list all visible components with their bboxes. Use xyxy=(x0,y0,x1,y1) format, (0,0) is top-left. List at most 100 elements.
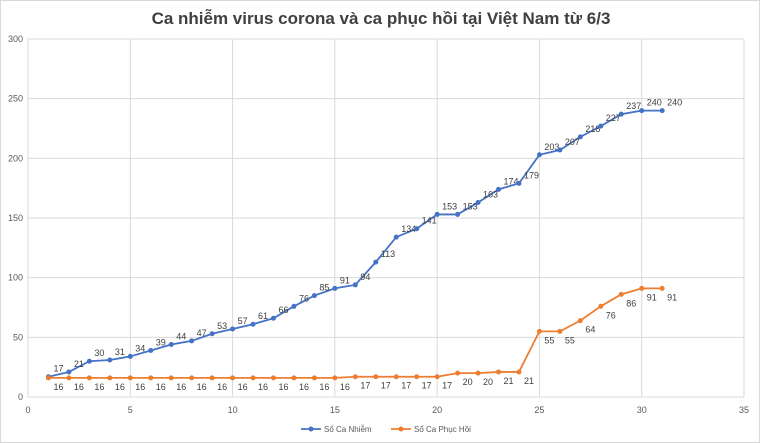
data-point xyxy=(168,375,174,381)
data-label: 47 xyxy=(197,328,207,338)
legend-marker xyxy=(308,426,314,432)
data-point xyxy=(516,369,522,375)
data-point xyxy=(332,375,338,381)
data-point xyxy=(393,234,399,240)
data-label: 17 xyxy=(53,364,63,374)
data-point xyxy=(270,375,276,381)
data-point xyxy=(639,285,645,291)
data-point xyxy=(434,211,440,217)
data-label: 91 xyxy=(340,275,350,285)
data-point xyxy=(311,293,317,299)
legend-marker xyxy=(398,426,404,432)
y-tick-label: 300 xyxy=(8,34,23,44)
data-label: 218 xyxy=(585,124,600,134)
data-point xyxy=(455,370,461,376)
data-point xyxy=(659,108,665,114)
data-label: 17 xyxy=(401,381,411,391)
data-point xyxy=(414,374,420,380)
data-point xyxy=(557,147,563,153)
data-label: 20 xyxy=(483,377,493,387)
data-label: 16 xyxy=(156,382,166,392)
data-point xyxy=(270,315,276,321)
data-point xyxy=(414,226,420,232)
x-tick-label: 15 xyxy=(330,405,340,415)
data-point xyxy=(536,328,542,334)
data-label: 94 xyxy=(360,272,370,282)
data-point xyxy=(86,375,92,381)
x-tick-label: 5 xyxy=(128,405,133,415)
data-label: 141 xyxy=(422,216,437,226)
data-label: 16 xyxy=(340,382,350,392)
x-tick-label: 0 xyxy=(25,405,30,415)
data-label: 17 xyxy=(360,381,370,391)
data-label: 113 xyxy=(381,249,395,259)
data-label: 16 xyxy=(176,382,186,392)
data-point xyxy=(373,259,379,265)
data-label: 53 xyxy=(217,321,227,331)
data-label: 134 xyxy=(401,224,416,234)
data-label: 16 xyxy=(53,382,63,392)
data-label: 237 xyxy=(626,101,641,111)
y-tick-label: 200 xyxy=(8,153,23,163)
data-point xyxy=(598,123,604,129)
y-tick-label: 250 xyxy=(8,94,23,104)
data-point xyxy=(291,303,297,309)
data-label: 16 xyxy=(299,382,309,392)
data-label: 16 xyxy=(135,382,145,392)
data-point xyxy=(352,282,358,288)
data-label: 163 xyxy=(483,189,498,199)
data-label: 174 xyxy=(504,176,519,186)
data-label: 16 xyxy=(217,382,227,392)
data-label: 16 xyxy=(238,382,248,392)
series-line xyxy=(48,287,663,379)
data-label: 16 xyxy=(319,382,329,392)
data-point xyxy=(127,353,133,359)
data-point xyxy=(230,375,236,381)
data-label: 91 xyxy=(647,292,657,302)
data-point xyxy=(598,303,604,309)
data-label: 16 xyxy=(278,382,288,392)
data-point xyxy=(618,291,624,297)
data-label: 16 xyxy=(197,382,207,392)
data-point xyxy=(373,374,379,380)
legend-label: Số Ca Phục Hồi xyxy=(414,425,471,434)
data-label: 153 xyxy=(463,201,478,211)
data-point xyxy=(475,370,481,376)
legend-label: Số Ca Nhiễm xyxy=(324,425,372,434)
data-point xyxy=(209,375,215,381)
x-tick-label: 10 xyxy=(228,405,238,415)
data-label: 207 xyxy=(565,137,580,147)
data-label: 16 xyxy=(94,382,104,392)
data-label: 240 xyxy=(667,98,682,108)
data-point xyxy=(475,199,481,205)
data-point xyxy=(434,374,440,380)
data-point xyxy=(168,341,174,347)
y-tick-label: 150 xyxy=(8,213,23,223)
data-point xyxy=(127,375,133,381)
data-point xyxy=(557,328,563,334)
data-point xyxy=(148,375,154,381)
y-tick-label: 50 xyxy=(13,332,23,342)
y-tick-label: 0 xyxy=(18,392,23,402)
data-point xyxy=(189,338,195,344)
data-point xyxy=(393,374,399,380)
data-label: 227 xyxy=(606,113,621,123)
data-point xyxy=(107,375,113,381)
data-label: 16 xyxy=(258,382,268,392)
data-point xyxy=(577,134,583,140)
data-label: 21 xyxy=(524,376,534,386)
x-tick-label: 25 xyxy=(534,405,544,415)
data-label: 20 xyxy=(463,377,473,387)
data-label: 240 xyxy=(647,98,662,108)
data-point xyxy=(352,374,358,380)
data-label: 31 xyxy=(115,347,125,357)
data-point xyxy=(496,369,502,375)
data-label: 85 xyxy=(319,283,329,293)
x-tick-label: 35 xyxy=(739,405,749,415)
x-tick-label: 30 xyxy=(637,405,647,415)
data-point xyxy=(618,111,624,117)
data-point xyxy=(455,211,461,217)
data-point xyxy=(332,285,338,291)
